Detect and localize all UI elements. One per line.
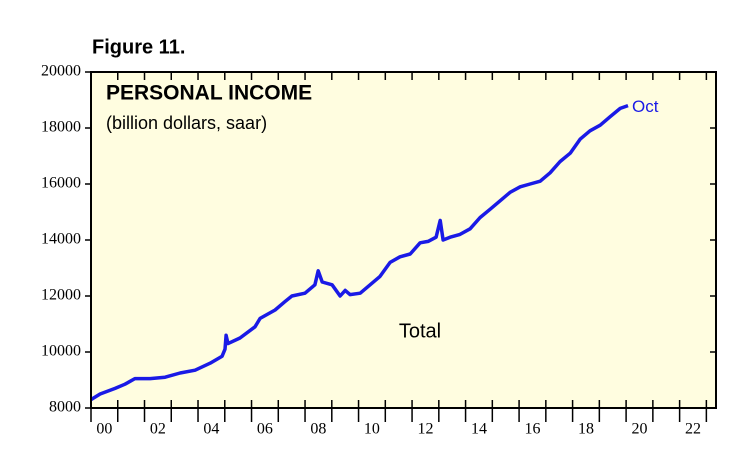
x-tick-label: 18 [578,421,594,438]
x-tick-label: 16 [524,421,540,438]
chart-subtitle: (billion dollars, saar) [106,113,267,133]
y-tick-label: 20000 [41,63,81,80]
x-tick-label: 22 [685,421,701,438]
x-tick-label: 14 [471,421,487,438]
x-tick-label: 04 [203,421,219,438]
y-tick-label: 14000 [41,231,81,248]
y-tick-label: 12000 [41,287,81,304]
y-tick-label: 18000 [41,119,81,136]
y-tick-label: 16000 [41,175,81,192]
end-annotation: Oct [632,97,659,116]
x-tick-label: 00 [96,421,112,438]
figure-label: Figure 11. [92,36,185,58]
x-tick-label: 10 [364,421,380,438]
x-tick-label: 20 [631,421,647,438]
x-tick-label: 02 [150,421,166,438]
series-line [90,103,629,402]
chart-title: PERSONAL INCOME [106,82,312,105]
x-tick-label: 12 [417,421,433,438]
y-tick-label: 8000 [49,399,81,416]
plot-frame [90,71,717,409]
plot-background [91,72,716,408]
y-tick-label: 10000 [41,343,81,360]
x-tick-label: 06 [257,421,273,438]
series-annotation: Total [399,320,441,342]
x-tick-label: 08 [310,421,326,438]
